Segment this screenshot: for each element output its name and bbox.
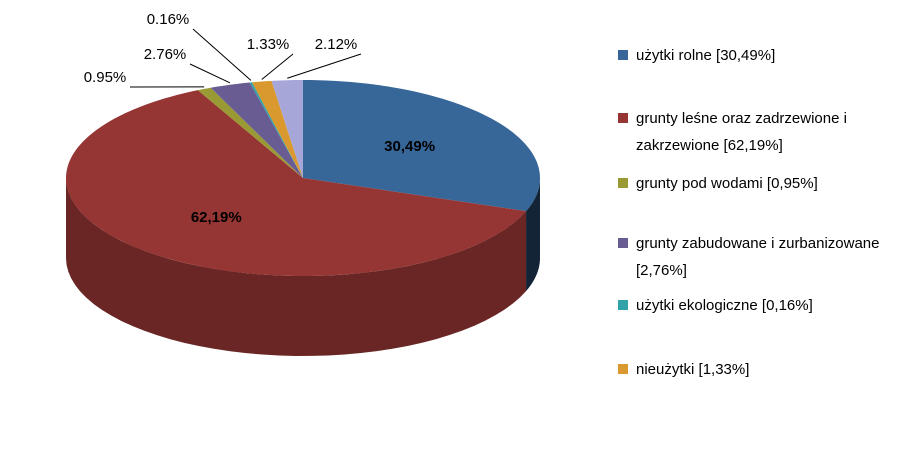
pie-slice-side <box>526 178 540 292</box>
pie-slice <box>249 82 303 178</box>
legend-label: nieużytki [1,33%] <box>636 361 750 378</box>
pie-slice <box>197 87 303 178</box>
pie-slice <box>252 80 303 178</box>
legend-swatch <box>618 238 628 248</box>
data-label: 1.33% <box>247 36 290 53</box>
leader-line <box>261 53 294 80</box>
legend-swatch <box>618 50 628 60</box>
legend-label: użytki ekologiczne [0,16%] <box>636 297 813 314</box>
legend-swatch <box>618 300 628 310</box>
legend-swatch <box>618 178 628 188</box>
pie-slice <box>66 90 527 276</box>
pie-slice <box>303 80 540 212</box>
legend-swatch <box>618 364 628 374</box>
legend-label: użytki rolne [30,49%] <box>636 47 776 64</box>
legend-entry: grunty zabudowane i zurbanizowane [2,76%… <box>618 230 880 284</box>
data-label: 2.12% <box>315 36 358 53</box>
legend-entry: grunty pod wodami [0,95%] <box>618 170 880 197</box>
legend-label: grunty leśne oraz zadrzewione i zakrzewi… <box>636 110 847 154</box>
legend-swatch <box>618 113 628 123</box>
legend-entry: grunty leśne oraz zadrzewione i zakrzewi… <box>618 105 880 159</box>
data-label: 30,49% <box>384 138 435 155</box>
data-label: 62,19% <box>191 209 242 226</box>
leader-line <box>287 53 362 79</box>
pie-slice <box>271 80 303 178</box>
leader-line <box>189 63 231 84</box>
data-label: 0.95% <box>84 69 127 86</box>
legend-entry: użytki rolne [30,49%] <box>618 42 880 69</box>
pie-slice-side <box>66 178 527 356</box>
legend-label: grunty zabudowane i zurbanizowane [2,76%… <box>636 235 880 279</box>
legend-label: grunty pod wodami [0,95%] <box>636 175 818 192</box>
data-label: 2.76% <box>144 46 187 63</box>
legend-entry: nieużytki [1,33%] <box>618 356 880 383</box>
pie-slice <box>210 82 303 178</box>
leader-line <box>192 28 252 81</box>
legend-entry: użytki ekologiczne [0,16%] <box>618 292 880 319</box>
data-label: 0.16% <box>147 11 190 28</box>
